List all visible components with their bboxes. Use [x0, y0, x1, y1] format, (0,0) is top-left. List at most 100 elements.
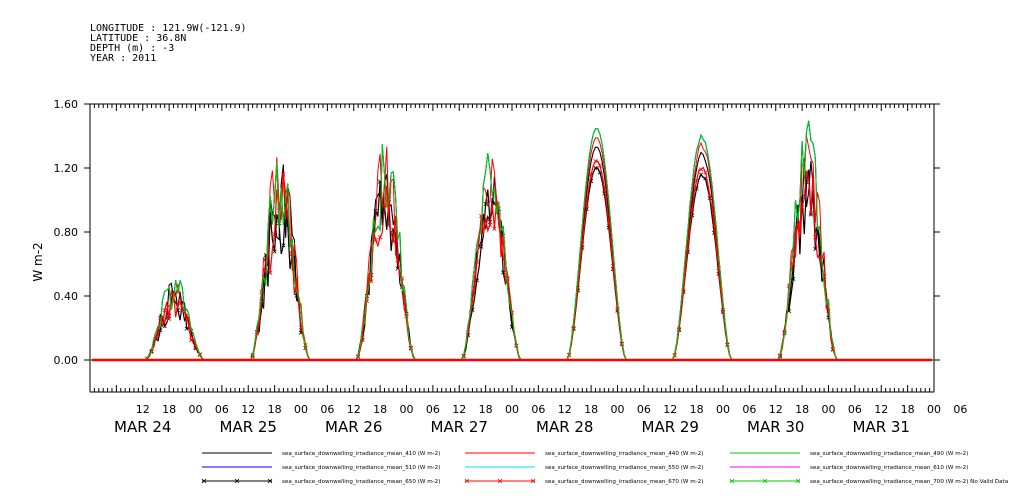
series-marker-6: [162, 324, 167, 329]
x-hour-label: 12: [347, 403, 361, 416]
x-hour-label: 12: [874, 403, 888, 416]
series-marker-7: [268, 270, 273, 276]
series-marker-7: [167, 316, 172, 322]
x-date-label: MAR 28: [536, 418, 593, 436]
series-marker-7: [804, 169, 809, 174]
header-latitude: LATITUDE : 36.8N: [90, 33, 186, 44]
x-hour-label: 18: [479, 403, 493, 416]
series-marker-7: [786, 283, 792, 288]
y-tick-label: 1.20: [54, 162, 79, 175]
series-marker-7: [712, 223, 717, 228]
x-hour-label: 06: [531, 403, 545, 416]
series-marker-6: [698, 172, 704, 177]
x-hour-label: 06: [320, 403, 334, 416]
x-hour-label: 12: [558, 403, 572, 416]
x-hour-label: 18: [373, 403, 387, 416]
series-marker-7: [184, 313, 189, 318]
x-date-label: MAR 31: [853, 418, 910, 436]
legend-marker: [762, 478, 768, 484]
x-hour-label: 06: [215, 403, 229, 416]
series-line-7: [90, 160, 934, 361]
legend-entry: sea_surface_downwelling_irradiance_mean_…: [810, 465, 968, 471]
series-marker-6: [808, 212, 813, 217]
series-marker-7: [281, 172, 286, 177]
x-hour-label: 18: [901, 403, 915, 416]
series-line-6: [90, 167, 934, 361]
series-marker-7: [707, 193, 712, 198]
legend-marker: [464, 478, 470, 484]
x-hour-label: 18: [162, 403, 176, 416]
series-marker-6: [791, 276, 796, 281]
x-hour-label: 06: [637, 403, 651, 416]
legend-marker: [234, 478, 240, 484]
series-marker-6: [272, 249, 277, 254]
x-hour-label: 12: [663, 403, 677, 416]
x-hour-label: 12: [452, 403, 466, 416]
legend-entry: sea_surface_downwelling_irradiance_mean_…: [810, 451, 968, 457]
x-date-label: MAR 25: [220, 418, 277, 436]
legend-entry: sea_surface_downwelling_irradiance_mean_…: [545, 479, 703, 485]
legend-marker: [201, 478, 207, 484]
series-marker-7: [189, 338, 194, 343]
series-marker-6: [479, 244, 484, 249]
series-marker-7: [813, 235, 818, 240]
series-marker-7: [483, 216, 488, 221]
header-depth: DEPTH (m) : -3: [90, 43, 174, 54]
series-marker-7: [487, 222, 493, 228]
series-marker-7: [597, 163, 602, 168]
series-marker-7: [378, 235, 383, 240]
x-hour-label: 00: [505, 403, 519, 416]
x-hour-label: 00: [400, 403, 414, 416]
series-marker-6: [184, 326, 189, 331]
series-marker-7: [391, 239, 396, 244]
legend-entry: sea_surface_downwelling_irradiance_mean_…: [545, 451, 703, 457]
series-marker-7: [382, 203, 387, 208]
x-date-label: MAR 29: [642, 418, 699, 436]
legend-marker: [795, 478, 801, 484]
x-hour-label: 00: [294, 403, 308, 416]
legend-entry: sea_surface_downwelling_irradiance_mean_…: [282, 465, 440, 471]
x-hour-label: 00: [189, 403, 203, 416]
series-marker-7: [694, 178, 699, 183]
x-hour-label: 00: [927, 403, 941, 416]
x-hour-label: 00: [716, 403, 730, 416]
series-marker-7: [602, 185, 607, 190]
series-marker-6: [483, 201, 488, 207]
y-axis-label: W m-2: [31, 242, 45, 281]
header-year: YEAR : 2011: [90, 53, 156, 64]
x-hour-label: 12: [769, 403, 783, 416]
x-hour-label: 06: [742, 403, 756, 416]
x-hour-label: 00: [822, 403, 836, 416]
series-marker-7: [364, 298, 370, 303]
series-marker-7: [690, 207, 695, 212]
series-marker-7: [180, 306, 185, 311]
series-marker-6: [593, 165, 598, 171]
x-hour-label: 06: [848, 403, 862, 416]
legend-marker: [497, 478, 503, 484]
series-marker-6: [281, 243, 286, 248]
x-date-label: MAR 24: [114, 418, 171, 436]
x-hour-label: 18: [795, 403, 809, 416]
series-marker-7: [272, 232, 277, 237]
x-date-label: MAR 26: [325, 418, 382, 436]
x-hour-label: 06: [426, 403, 440, 416]
y-tick-label: 0.00: [54, 354, 79, 367]
x-hour-label: 18: [268, 403, 282, 416]
series-marker-7: [175, 301, 180, 306]
x-hour-label: 06: [953, 403, 967, 416]
header-block: LONGITUDE : 121.9W(-121.9) LATITUDE : 36…: [90, 23, 247, 64]
x-hour-label: 18: [584, 403, 598, 416]
legend-entry: sea_surface_downwelling_irradiance_mean_…: [545, 465, 703, 471]
series-marker-7: [703, 170, 708, 175]
series-marker-7: [589, 172, 594, 177]
series-marker-7: [373, 237, 378, 243]
series-marker-7: [162, 308, 167, 313]
y-tick-label: 1.60: [54, 98, 79, 111]
y-tick-label: 0.80: [54, 226, 79, 239]
legend-entry: sea_surface_downwelling_irradiance_mean_…: [282, 451, 440, 457]
legend-marker: [267, 478, 273, 484]
legend-marker: [530, 478, 536, 484]
series-marker-7: [492, 226, 497, 231]
plot-area: 0.00 0.40 0.80 1.20 1.60 12 18 00 06 12 18 00 06 12 18…: [54, 98, 968, 436]
